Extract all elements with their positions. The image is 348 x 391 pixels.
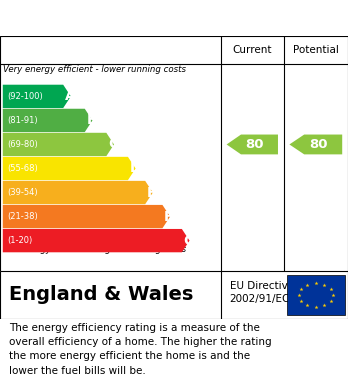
Text: (55-68): (55-68): [7, 164, 38, 173]
Polygon shape: [3, 157, 136, 180]
Text: A: A: [65, 90, 76, 103]
Polygon shape: [290, 135, 342, 154]
Text: The energy efficiency rating is a measure of the
overall efficiency of a home. T: The energy efficiency rating is a measur…: [9, 323, 271, 376]
Polygon shape: [3, 181, 153, 204]
Text: EU Directive
2002/91/EC: EU Directive 2002/91/EC: [230, 281, 294, 304]
Polygon shape: [3, 109, 93, 132]
Text: D: D: [130, 161, 141, 176]
Text: C: C: [108, 138, 118, 151]
Text: B: B: [87, 113, 97, 127]
Text: Potential: Potential: [293, 45, 339, 55]
Text: 80: 80: [245, 138, 264, 151]
Text: England & Wales: England & Wales: [9, 285, 193, 305]
Text: G: G: [184, 234, 195, 248]
Text: (1-20): (1-20): [7, 236, 32, 245]
Polygon shape: [3, 85, 71, 108]
Text: (92-100): (92-100): [7, 92, 43, 101]
Text: (39-54): (39-54): [7, 188, 38, 197]
Text: (21-38): (21-38): [7, 212, 38, 221]
Text: Current: Current: [232, 45, 272, 55]
Text: Energy Efficiency Rating: Energy Efficiency Rating: [9, 9, 249, 27]
Text: 80: 80: [309, 138, 327, 151]
Text: (81-91): (81-91): [7, 116, 38, 125]
Polygon shape: [3, 229, 190, 252]
Polygon shape: [3, 205, 170, 228]
Text: (69-80): (69-80): [7, 140, 38, 149]
Text: F: F: [164, 210, 174, 224]
Polygon shape: [227, 135, 278, 154]
Text: Very energy efficient - lower running costs: Very energy efficient - lower running co…: [3, 65, 187, 74]
Polygon shape: [3, 133, 114, 156]
Text: Not energy efficient - higher running costs: Not energy efficient - higher running co…: [3, 245, 187, 254]
Bar: [287, 275, 345, 315]
Text: E: E: [147, 186, 156, 199]
